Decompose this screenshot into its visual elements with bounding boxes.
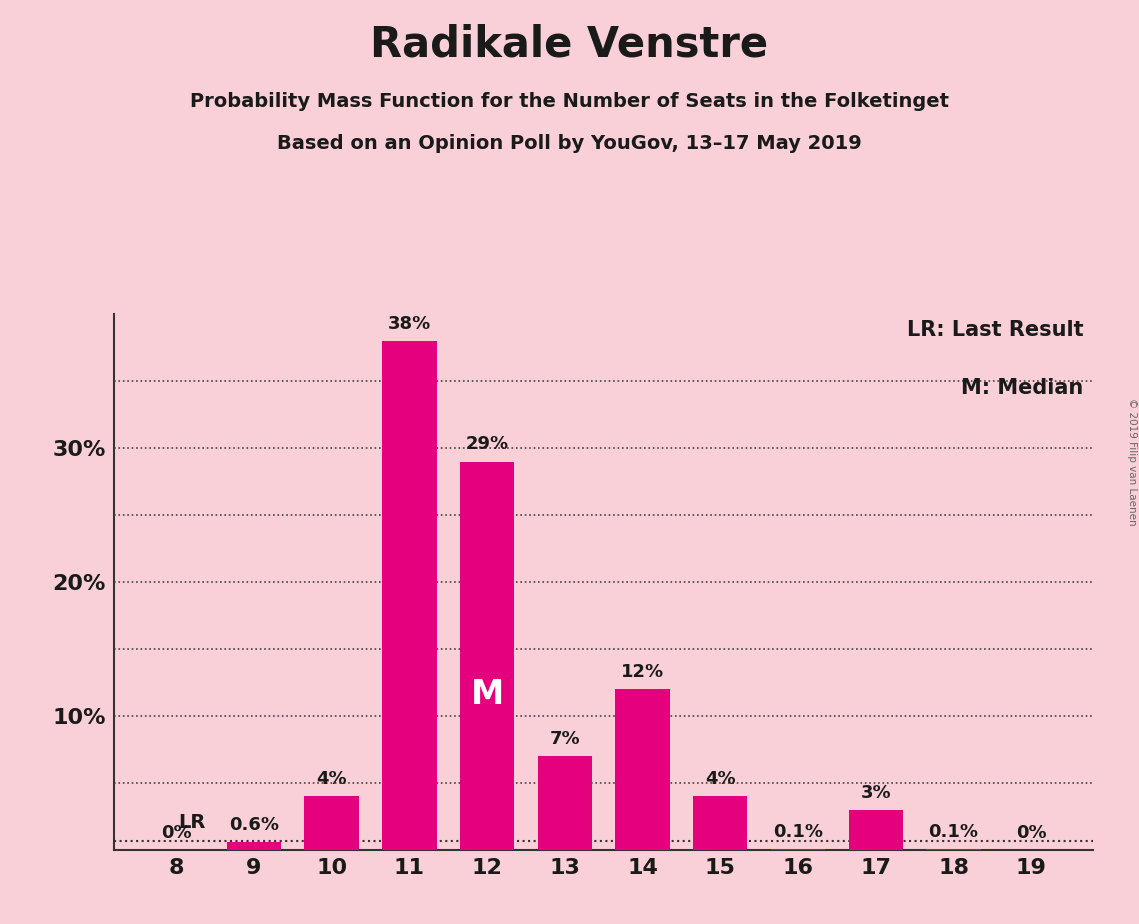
Text: LR: LR: [178, 813, 205, 832]
Text: 0.6%: 0.6%: [229, 816, 279, 834]
Bar: [460, 462, 515, 850]
Text: M: M: [470, 678, 503, 711]
Text: 4%: 4%: [317, 771, 347, 788]
Bar: [538, 756, 592, 850]
Text: 29%: 29%: [466, 435, 509, 454]
Text: Based on an Opinion Poll by YouGov, 13–17 May 2019: Based on an Opinion Poll by YouGov, 13–1…: [277, 134, 862, 153]
Bar: [693, 796, 747, 850]
Bar: [926, 849, 981, 850]
Text: © 2019 Filip van Laenen: © 2019 Filip van Laenen: [1126, 398, 1137, 526]
Text: 4%: 4%: [705, 771, 736, 788]
Bar: [849, 809, 903, 850]
Text: 12%: 12%: [621, 663, 664, 681]
Text: 38%: 38%: [387, 315, 431, 333]
Text: 7%: 7%: [549, 730, 580, 748]
Text: M: Median: M: Median: [961, 379, 1083, 398]
Text: 0.1%: 0.1%: [773, 822, 823, 841]
Bar: [771, 849, 826, 850]
Bar: [227, 842, 281, 850]
Text: 0%: 0%: [1016, 824, 1047, 842]
Text: 3%: 3%: [860, 784, 891, 802]
Text: Probability Mass Function for the Number of Seats in the Folketinget: Probability Mass Function for the Number…: [190, 92, 949, 112]
Bar: [304, 796, 359, 850]
Text: LR: Last Result: LR: Last Result: [907, 320, 1083, 339]
Bar: [382, 341, 436, 850]
Text: 0%: 0%: [161, 824, 191, 842]
Text: 0.1%: 0.1%: [928, 822, 978, 841]
Text: Radikale Venstre: Radikale Venstre: [370, 23, 769, 65]
Bar: [615, 689, 670, 850]
